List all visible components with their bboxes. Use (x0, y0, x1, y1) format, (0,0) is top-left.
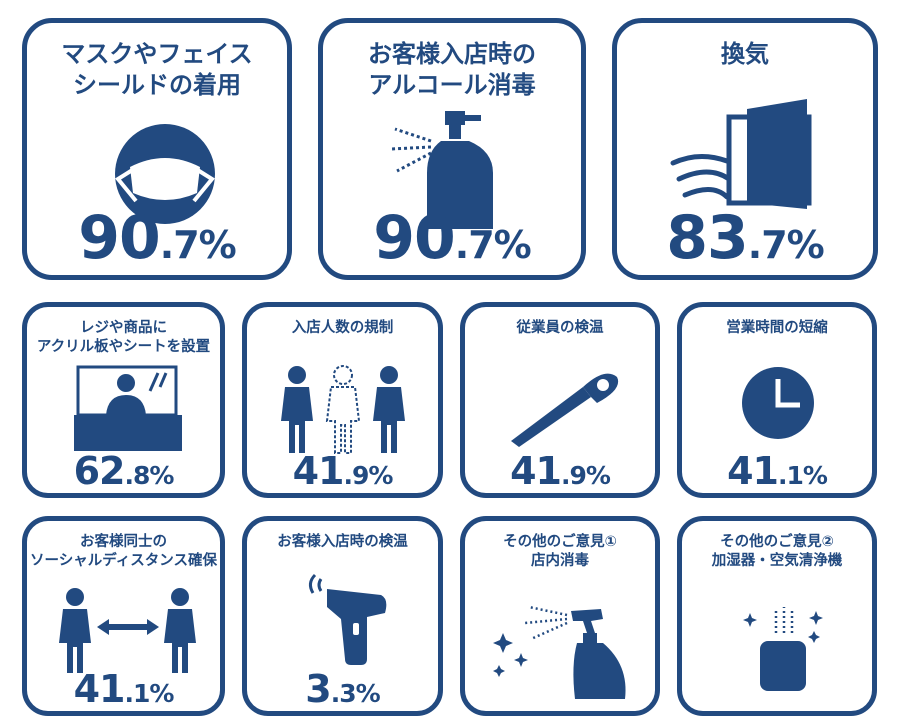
clock-icon (742, 367, 814, 439)
people-limit-icon (281, 365, 405, 454)
card-label: お客様入店時の アルコール消毒 (368, 40, 536, 99)
card-label: 従業員の検温 (516, 320, 604, 336)
card-label: お客様入店時の検温 (277, 534, 408, 550)
card-label: レジや商品に アクリル板やシートを設置 (36, 320, 211, 355)
card-acrylic: レジや商品に アクリル板やシートを設置 62.8% (22, 302, 225, 498)
infrared-thermometer-icon (308, 573, 387, 665)
card-percentage: 41.1% (73, 667, 175, 711)
card-percentage: 41.9% (292, 449, 394, 493)
card-percentage: 90.7% (78, 203, 236, 273)
card-label: お客様同士の ソーシャルディスタンス確保 (30, 534, 217, 569)
card-other-disinfection: その他のご意見① 店内消毒 (460, 516, 660, 716)
thermometer-icon (511, 373, 619, 447)
card-label: マスクやフェイス シールドの着用 (61, 40, 253, 99)
card-percentage: 90.7% (373, 203, 531, 273)
card-alcohol: お客様入店時の アルコール消毒 90.7% (318, 18, 586, 280)
humidifier-icon (743, 607, 823, 691)
ventilation-window-icon (670, 99, 812, 209)
card-percentage: 3.3% (305, 667, 380, 711)
card-employee-temp: 従業員の検温 41.9% (460, 302, 660, 498)
card-customer-temp: お客様入店時の検温 3.3% (242, 516, 443, 716)
card-label: その他のご意見① 店内消毒 (503, 534, 617, 569)
card-label: 入店人数の規制 (291, 320, 394, 336)
card-percentage: 41.1% (727, 449, 828, 493)
card-label: その他のご意見② 加湿器・空気清浄機 (711, 534, 843, 569)
spray-bottle-icon (493, 605, 626, 699)
card-other-humidifier: その他のご意見② 加湿器・空気清浄機 (677, 516, 877, 716)
card-people-limit: 入店人数の規制 41.9% (242, 302, 443, 498)
card-label: 換気 (721, 40, 769, 68)
card-percentage: 62.8% (73, 449, 175, 493)
card-percentage: 83.7% (666, 203, 824, 273)
card-hours: 営業時間の短縮 41.1% (677, 302, 877, 498)
mask-icon (115, 124, 215, 224)
card-social-distance: お客様同士の ソーシャルディスタンス確保 41.1% (22, 516, 225, 716)
card-ventilation: 換気 83.7% (612, 18, 878, 280)
acrylic-partition-icon (74, 365, 182, 451)
sanitizer-spray-icon (390, 111, 493, 229)
social-distance-icon (59, 588, 196, 673)
card-label: 営業時間の短縮 (726, 320, 828, 336)
card-percentage: 41.9% (510, 449, 611, 493)
card-mask: マスクやフェイス シールドの着用 90.7% (22, 18, 292, 280)
